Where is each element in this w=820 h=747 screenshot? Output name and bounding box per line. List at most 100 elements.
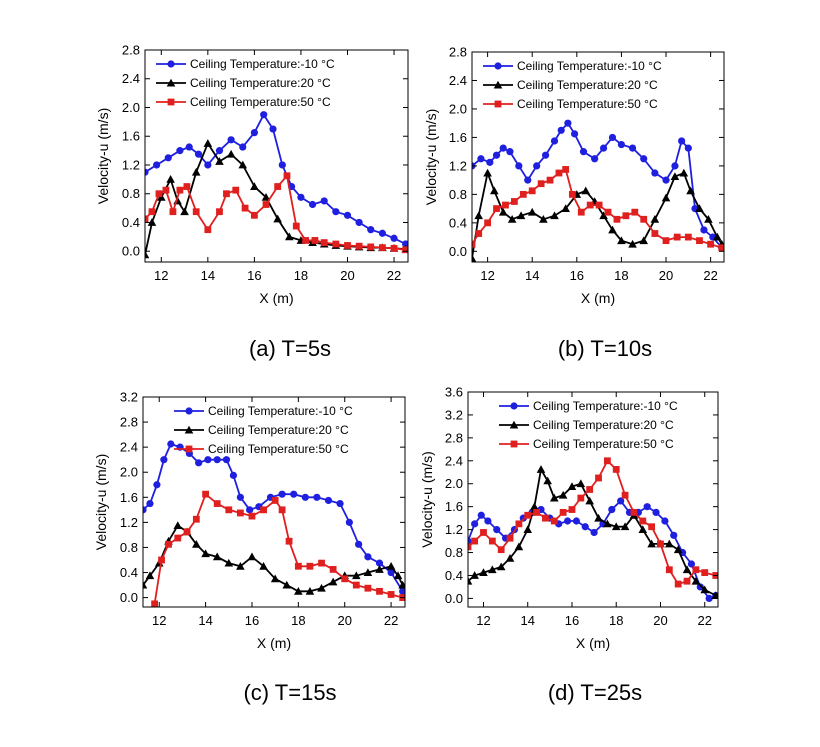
data-point xyxy=(486,158,494,166)
data-point xyxy=(684,233,692,241)
data-point xyxy=(494,62,502,70)
chart-panel-c: 12 14 16 18 20 22 0.0 0.4 0.8 1.2 1.6 2.0 2.4 2.8 3.2 X… xyxy=(93,390,406,705)
data-point xyxy=(273,214,282,223)
data-point xyxy=(557,126,565,134)
data-point xyxy=(167,98,175,106)
data-point xyxy=(285,537,293,545)
data-point xyxy=(594,513,603,522)
data-point xyxy=(510,198,518,205)
data-point xyxy=(306,562,314,570)
data-point xyxy=(493,526,501,534)
data-point xyxy=(497,546,505,554)
x-tick-label: 12 xyxy=(152,613,166,628)
x-tick-label: 12 xyxy=(476,613,490,628)
data-point xyxy=(718,244,724,252)
data-point xyxy=(562,166,570,173)
data-point xyxy=(151,600,158,607)
legend-entry-1: Ceiling Temperature:-10 °C xyxy=(190,57,335,71)
data-point xyxy=(212,552,222,561)
legend-entry-2: Ceiling Temperature:20 °C xyxy=(190,76,331,90)
data-point xyxy=(164,154,172,162)
legend-entry-3: Ceiling Temperature:50 °C xyxy=(208,442,349,456)
chart-panel-b: 12 14 16 18 20 22 0.0 0.4 0.8 1.2 1.6 2.0 2.4 2.8 X (m… xyxy=(423,45,725,361)
data-point xyxy=(536,465,546,473)
x-axis-title: X (m) xyxy=(257,635,291,651)
data-point xyxy=(484,219,492,227)
data-point xyxy=(165,540,172,548)
data-point xyxy=(533,509,540,516)
data-point xyxy=(599,144,608,152)
data-point xyxy=(250,129,258,137)
y-tick-label: 0.8 xyxy=(449,187,467,202)
data-point xyxy=(153,481,161,489)
data-point xyxy=(378,229,386,237)
plot-area xyxy=(472,119,724,262)
series-line xyxy=(472,168,723,249)
data-point xyxy=(493,205,500,213)
data-point xyxy=(611,522,621,531)
data-point xyxy=(192,540,201,548)
data-point xyxy=(176,147,184,155)
data-point xyxy=(285,232,294,241)
data-point xyxy=(530,502,539,511)
series-2 xyxy=(472,168,724,262)
data-point xyxy=(203,139,213,147)
data-point xyxy=(387,591,395,598)
data-point xyxy=(477,155,485,163)
data-point xyxy=(160,456,168,464)
data-point xyxy=(499,144,507,152)
data-point xyxy=(375,559,384,567)
data-point xyxy=(390,234,398,242)
data-point xyxy=(488,537,496,545)
data-point xyxy=(608,133,617,142)
data-point xyxy=(224,558,234,567)
data-point xyxy=(398,580,405,589)
data-point xyxy=(581,523,589,531)
y-tick-label: 0.4 xyxy=(445,568,463,583)
data-point xyxy=(528,187,536,195)
data-point xyxy=(363,568,373,576)
data-point xyxy=(213,456,221,464)
data-point xyxy=(707,240,715,248)
data-point xyxy=(145,215,149,223)
data-point xyxy=(345,518,353,526)
data-point xyxy=(604,208,612,216)
data-point xyxy=(318,559,325,567)
series-3 xyxy=(468,457,718,588)
data-point xyxy=(516,211,526,220)
data-point xyxy=(700,226,708,234)
data-point xyxy=(515,520,523,528)
y-tick-label: 0.8 xyxy=(122,186,140,201)
data-point xyxy=(227,136,235,144)
legend-entry-1: Ceiling Temperature:-10 °C xyxy=(533,399,678,413)
x-tick-label: 20 xyxy=(659,268,673,283)
data-point xyxy=(691,576,701,585)
data-point xyxy=(661,193,671,202)
data-point xyxy=(696,237,703,245)
plot-area xyxy=(143,440,405,607)
data-point xyxy=(364,584,372,592)
series-1 xyxy=(472,119,724,252)
data-point xyxy=(483,168,492,177)
data-point xyxy=(311,237,319,244)
data-point xyxy=(686,186,695,195)
x-axis-title: X (m) xyxy=(259,290,293,306)
data-point xyxy=(496,562,506,571)
data-point xyxy=(324,496,333,505)
data-point xyxy=(376,587,383,595)
y-tick-label: 0.0 xyxy=(449,244,467,259)
y-axis-title: Velocity-u (m/s) xyxy=(423,109,439,205)
data-point xyxy=(515,162,523,170)
legend-entry-1: Ceiling Temperature:-10 °C xyxy=(517,59,662,73)
data-point xyxy=(216,208,223,216)
data-point xyxy=(639,517,647,525)
data-point xyxy=(239,143,247,151)
data-point xyxy=(510,440,518,448)
data-point xyxy=(236,509,244,517)
data-point xyxy=(259,561,268,570)
data-point xyxy=(250,211,258,219)
data-point xyxy=(194,150,203,158)
data-point xyxy=(262,201,270,208)
x-tick-label: 22 xyxy=(387,268,401,283)
data-point xyxy=(167,60,175,68)
